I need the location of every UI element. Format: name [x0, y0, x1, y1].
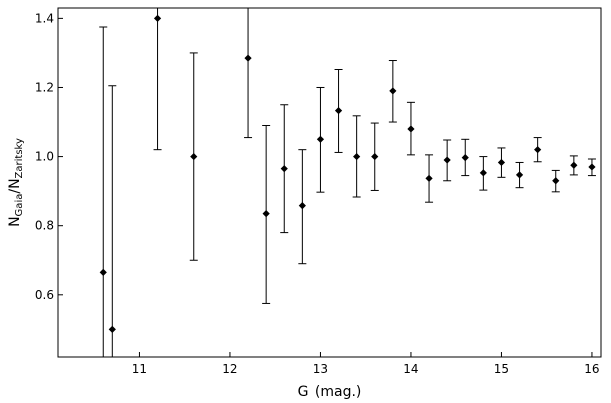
y-axis-title-sep: /	[7, 189, 23, 194]
data-point	[443, 156, 451, 164]
y-tick-label: 0.6	[35, 288, 54, 302]
y-tick-label: 1.2	[35, 80, 54, 94]
x-axis-title: G (mag.)	[298, 384, 362, 400]
data-point	[244, 54, 252, 62]
x-axis-title-unit: (mag.)	[315, 384, 361, 400]
y-tick-label: 1.4	[35, 11, 54, 25]
data-point	[552, 177, 560, 185]
data-point	[298, 202, 306, 210]
x-tick-label: 14	[403, 362, 418, 376]
x-tick-label: 15	[494, 362, 509, 376]
data-point	[534, 146, 542, 154]
y-axis-title-den-sub: Zaritsky	[14, 138, 25, 178]
data-point	[334, 107, 343, 115]
data-point	[570, 161, 578, 169]
data-point	[389, 87, 397, 95]
y-axis-title: NGaia/NZaritsky	[7, 138, 25, 227]
x-tick-label: 13	[313, 362, 328, 376]
x-tick-label: 12	[222, 362, 237, 376]
x-axis-title-base: G	[298, 384, 309, 400]
data-point	[425, 174, 433, 182]
data-marks	[99, 7, 596, 358]
data-point	[461, 154, 469, 162]
data-point	[316, 135, 325, 143]
y-axis-title-num-sub: Gaia	[14, 194, 25, 217]
y-tick-label: 0.8	[35, 219, 54, 233]
data-point	[479, 169, 487, 177]
data-point	[99, 268, 107, 276]
data-point	[515, 171, 524, 179]
data-point	[108, 325, 116, 333]
x-tick-label: 11	[132, 362, 147, 376]
data-point	[353, 152, 361, 161]
data-point	[190, 152, 198, 161]
y-axis-title-num-main: N	[7, 216, 23, 226]
data-point	[407, 125, 415, 133]
data-point	[262, 209, 270, 218]
data-point	[280, 165, 288, 173]
data-point	[497, 158, 506, 167]
y-axis-ticks: 0.6 0.8 1.0 1.2 1.4	[35, 11, 63, 302]
data-point	[153, 14, 162, 22]
data-point	[588, 163, 596, 171]
y-tick-label: 1.0	[35, 150, 54, 164]
y-axis-title-den-main: N	[7, 178, 23, 188]
plot-frame	[57, 7, 602, 358]
data-point	[371, 152, 379, 161]
x-tick-label: 16	[584, 362, 599, 376]
x-axis-ticks: 11 12 13 14 15 16	[132, 352, 600, 376]
